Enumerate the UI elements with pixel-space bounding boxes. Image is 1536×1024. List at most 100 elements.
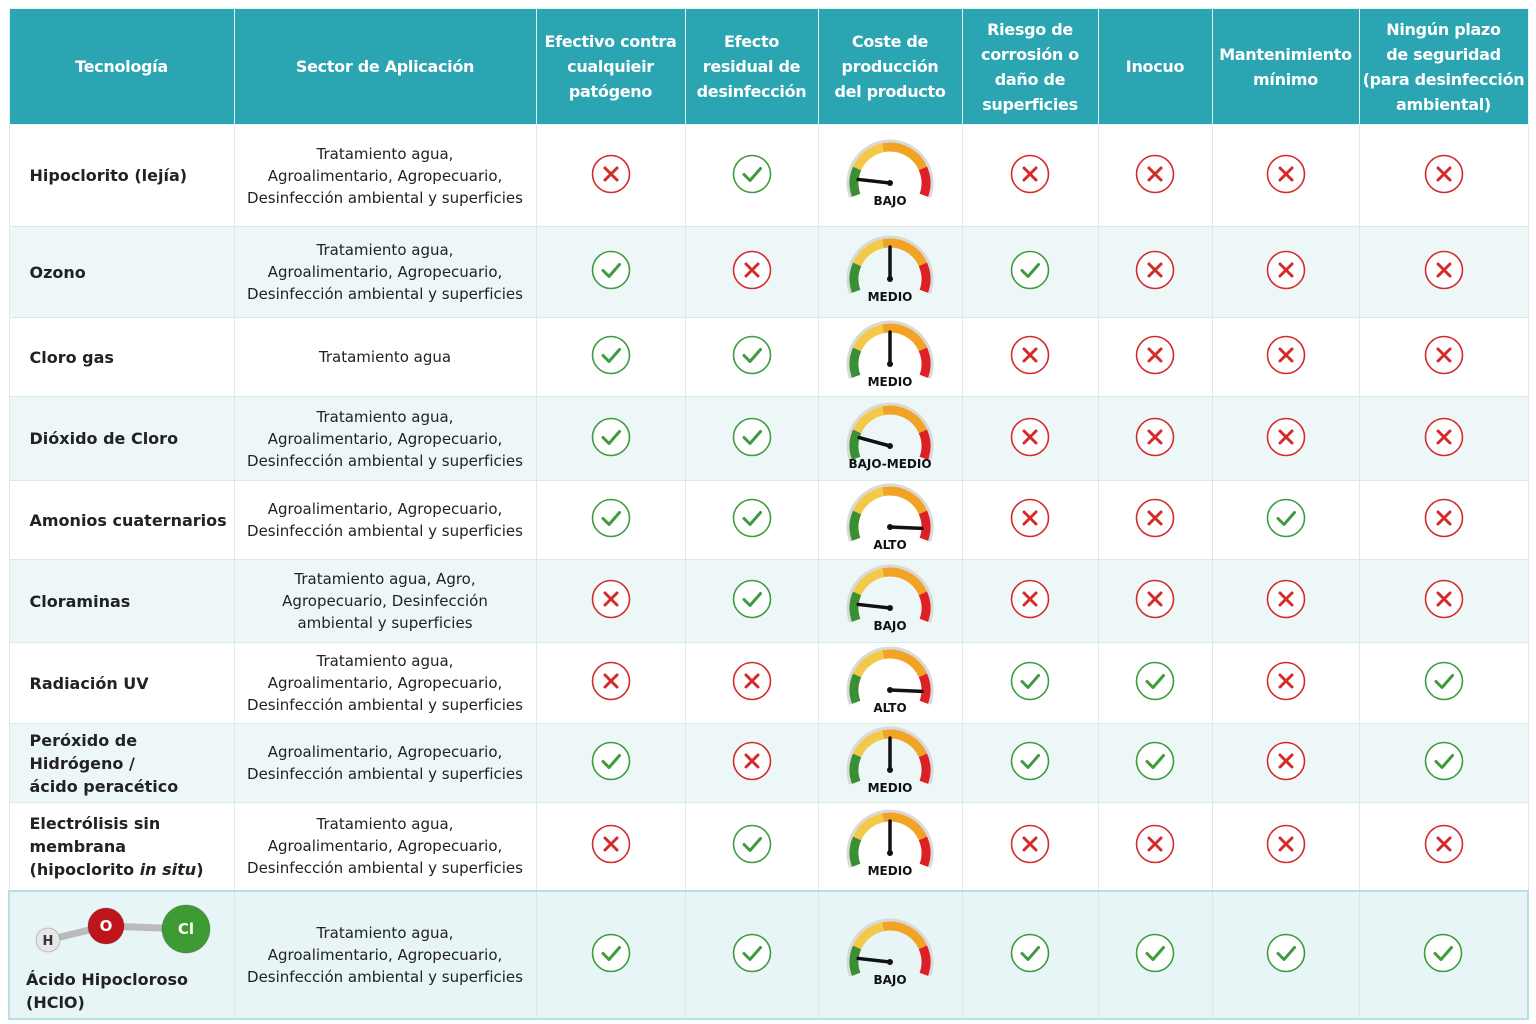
cross-icon [1266, 661, 1305, 701]
cost-gauge: MEDIO [846, 320, 934, 389]
icon-glyph [742, 592, 762, 607]
gauge-segment [918, 166, 931, 197]
gauge-segment [882, 649, 927, 678]
icon-glyph [1147, 429, 1163, 444]
criterion-cell [1211, 226, 1360, 318]
icon-glyph [742, 429, 762, 445]
gauge-rim [846, 139, 934, 198]
gauge-segment [849, 591, 862, 622]
gauge-segment [882, 238, 927, 267]
criterion-cell [684, 124, 819, 227]
criterion-cell [1097, 317, 1213, 397]
icon-circle [1266, 933, 1305, 972]
criterion-cell [1097, 559, 1213, 643]
check-icon [732, 579, 771, 619]
icon-glyph [1436, 347, 1451, 363]
icon-circle [591, 335, 630, 375]
application-sector: Agroalimentario, Agropecuario, Desinfecc… [233, 723, 537, 803]
icon-glyph [1147, 836, 1163, 852]
column-header: Efecto residual de desinfección [684, 8, 819, 125]
icon-glyph [1436, 510, 1451, 526]
icon-glyph [1145, 754, 1165, 769]
gauge-segment [918, 591, 931, 622]
check-icon [732, 933, 771, 972]
gauge-needle [857, 435, 892, 448]
application-sector: Tratamiento agua [233, 317, 537, 397]
gauge-label: ALTO [873, 701, 906, 715]
cost-cell: MEDIO [817, 226, 963, 318]
cost-gauge: BAJO [846, 564, 934, 633]
cross-icon [732, 741, 771, 781]
column-header: Coste de producción del producto [817, 8, 963, 125]
criterion-cell [961, 226, 1099, 318]
criterion-cell [1097, 802, 1213, 891]
icon-circle [732, 824, 771, 864]
table-row: Hipoclorito (lejía) Tratamiento agua, Agr… [8, 124, 1529, 227]
gauge-segment [849, 753, 862, 784]
application-sector: Tratamiento agua, Agroalimentario, Agrop… [233, 802, 537, 891]
check-icon [1424, 661, 1463, 701]
cross-icon [1010, 498, 1050, 538]
cost-gauge: ALTO [846, 646, 934, 715]
icon-glyph [1020, 674, 1040, 689]
gauge-segment [853, 487, 885, 515]
cross-icon [1010, 824, 1050, 864]
criterion-cell [1097, 226, 1213, 318]
technology-name: Peróxido de Hidrógeno / ácido peracético [8, 723, 235, 803]
application-sector: Tratamiento agua, Agroalimentario, Agrop… [233, 889, 537, 1020]
cost-cell: MEDIO [817, 317, 963, 397]
column-header: Riesgo de corrosión o daño de superficie… [961, 8, 1099, 125]
criterion-cell [961, 396, 1099, 481]
icon-glyph [1436, 429, 1451, 444]
cross-icon [1010, 579, 1050, 619]
icon-glyph [603, 836, 618, 852]
cost-cell: BAJO-MEDIO [817, 396, 963, 481]
icon-circle [591, 741, 630, 781]
check-icon [1135, 933, 1175, 972]
criterion-cell [1211, 396, 1360, 481]
icon-circle [732, 498, 771, 538]
icon-glyph [742, 166, 762, 182]
cost-gauge: BAJO [846, 139, 934, 208]
gauge-segment [882, 812, 927, 841]
gauge-label: BAJO [873, 973, 906, 987]
gauge-segment [918, 836, 931, 868]
cost-cell: MEDIO [817, 802, 963, 891]
gauge-segment [853, 568, 885, 596]
criterion-cell [1358, 559, 1529, 643]
criterion-cell [961, 889, 1099, 1020]
criterion-cell [684, 559, 819, 643]
gauge-label: MEDIO [868, 375, 913, 389]
criterion-cell [684, 889, 819, 1020]
gauge-segment [849, 945, 862, 976]
technology-name: Hipoclorito (lejía) [8, 124, 235, 227]
icon-glyph [1020, 945, 1040, 961]
gauge-hub [887, 605, 893, 611]
gauge-hub [887, 361, 893, 367]
criterion-cell [684, 226, 819, 318]
cross-icon [591, 154, 630, 193]
gauge-label: MEDIO [868, 864, 913, 878]
cross-icon [1266, 250, 1305, 290]
criterion-cell [1097, 480, 1213, 560]
icon-glyph [1276, 511, 1296, 526]
gauge-rim [846, 809, 934, 869]
gauge-hub [887, 276, 893, 282]
icon-circle [732, 933, 771, 972]
gauge-segment [918, 510, 931, 541]
comparison-table: Tecnología Sector de Aplicación Efectivo c… [8, 8, 1529, 1020]
check-icon [591, 498, 630, 538]
icon-circle [1424, 741, 1463, 781]
icon-glyph [744, 262, 759, 278]
gauge-segment [882, 921, 927, 949]
gauge-label: ALTO [873, 538, 906, 552]
criterion-cell [684, 723, 819, 803]
criterion-cell [1358, 802, 1529, 891]
icon-glyph [601, 511, 621, 526]
check-icon [732, 824, 771, 864]
gauge-rim [846, 726, 934, 785]
cost-cell: BAJO [817, 559, 963, 643]
column-header: Mantenimiento mínimo [1211, 8, 1360, 125]
criterion-cell [961, 642, 1099, 724]
criterion-cell [1211, 889, 1360, 1020]
